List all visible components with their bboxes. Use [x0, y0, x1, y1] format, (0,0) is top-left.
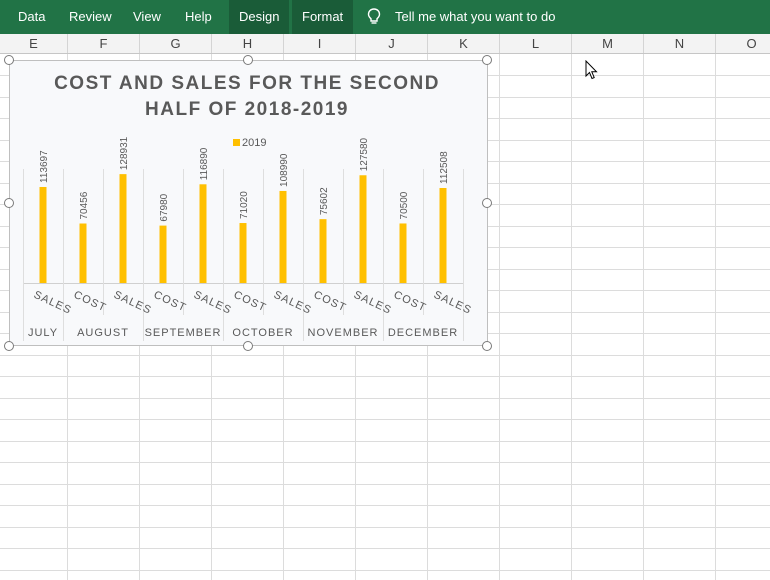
category-label: SALES — [32, 289, 74, 317]
column-header-j[interactable]: J — [356, 34, 428, 53]
resize-handle[interactable] — [482, 198, 492, 208]
column-header-g[interactable]: G — [140, 34, 212, 53]
bar — [159, 225, 167, 283]
month-label: JULY — [28, 327, 58, 339]
tab-view[interactable]: View — [133, 9, 161, 24]
bar — [439, 187, 447, 283]
bar — [119, 174, 127, 283]
chart-title-line-1: COST AND SALES FOR THE SECOND — [54, 73, 440, 94]
bar — [319, 219, 327, 283]
data-label: 116890 — [199, 147, 210, 180]
category-label: COST — [152, 289, 188, 314]
tell-me-label: Tell me what you want to do — [395, 9, 556, 24]
data-label: 71020 — [239, 191, 250, 219]
column-header-m[interactable]: M — [572, 34, 644, 53]
resize-handle[interactable] — [243, 341, 253, 351]
resize-handle[interactable] — [482, 55, 492, 65]
tab-format[interactable]: Format — [292, 0, 354, 34]
data-label: 113697 — [39, 150, 50, 183]
chart-title-line-2: HALF OF 2018-2019 — [145, 99, 349, 120]
resize-handle[interactable] — [4, 55, 14, 65]
category-label: SALES — [192, 289, 234, 317]
data-label: 108990 — [279, 153, 290, 187]
bar — [239, 223, 247, 283]
ribbon: Data Review View Help Design Format Tell… — [0, 0, 770, 34]
month-label: AUGUST — [77, 327, 129, 339]
month-label: OCTOBER — [232, 327, 293, 339]
month-label: DECEMBER — [388, 327, 458, 339]
category-label: COST — [392, 289, 428, 314]
category-label: SALES — [272, 289, 314, 317]
data-label: 112508 — [439, 151, 450, 184]
data-label: 70456 — [79, 191, 90, 219]
data-label: 67980 — [159, 193, 170, 221]
column-header-l[interactable]: L — [500, 34, 572, 53]
legend-swatch — [233, 139, 240, 146]
category-label: SALES — [432, 289, 474, 317]
chart-plot: COST AND SALES FOR THE SECOND HALF OF 201… — [23, 73, 474, 341]
category-label: SALES — [112, 289, 154, 317]
data-label: 127580 — [359, 137, 370, 171]
bar — [399, 223, 407, 283]
column-header-k[interactable]: K — [428, 34, 500, 53]
bar — [39, 186, 47, 283]
category-label: COST — [232, 289, 268, 314]
tab-help[interactable]: Help — [185, 9, 212, 24]
month-label: NOVEMBER — [308, 327, 379, 339]
tab-review[interactable]: Review — [69, 9, 112, 24]
bar — [279, 190, 287, 283]
resize-handle[interactable] — [4, 341, 14, 351]
column-header-e[interactable]: E — [0, 34, 68, 53]
column-header-o[interactable]: O — [716, 34, 770, 53]
data-label: 75602 — [319, 187, 330, 215]
month-label: SEPTEMBER — [145, 327, 222, 339]
column-header-f[interactable]: F — [68, 34, 140, 53]
resize-handle[interactable] — [4, 198, 14, 208]
category-label: COST — [312, 289, 348, 314]
resize-handle[interactable] — [482, 341, 492, 351]
data-label: 70500 — [399, 191, 410, 219]
column-header-i[interactable]: I — [284, 34, 356, 53]
column-header-h[interactable]: H — [212, 34, 284, 53]
data-label: 128931 — [119, 136, 130, 170]
mouse-pointer-icon — [585, 60, 598, 80]
category-label: SALES — [352, 289, 394, 317]
lightbulb-icon — [367, 8, 381, 24]
tab-design[interactable]: Design — [229, 0, 290, 34]
tab-data[interactable]: Data — [18, 9, 46, 24]
bar — [199, 184, 207, 283]
resize-handle[interactable] — [243, 55, 253, 65]
legend-label: 2019 — [242, 137, 266, 149]
bar — [79, 223, 87, 283]
chart[interactable]: COST AND SALES FOR THE SECOND HALF OF 201… — [9, 60, 488, 346]
category-label: COST — [72, 289, 108, 314]
bar — [359, 175, 367, 283]
column-header-n[interactable]: N — [644, 34, 716, 53]
